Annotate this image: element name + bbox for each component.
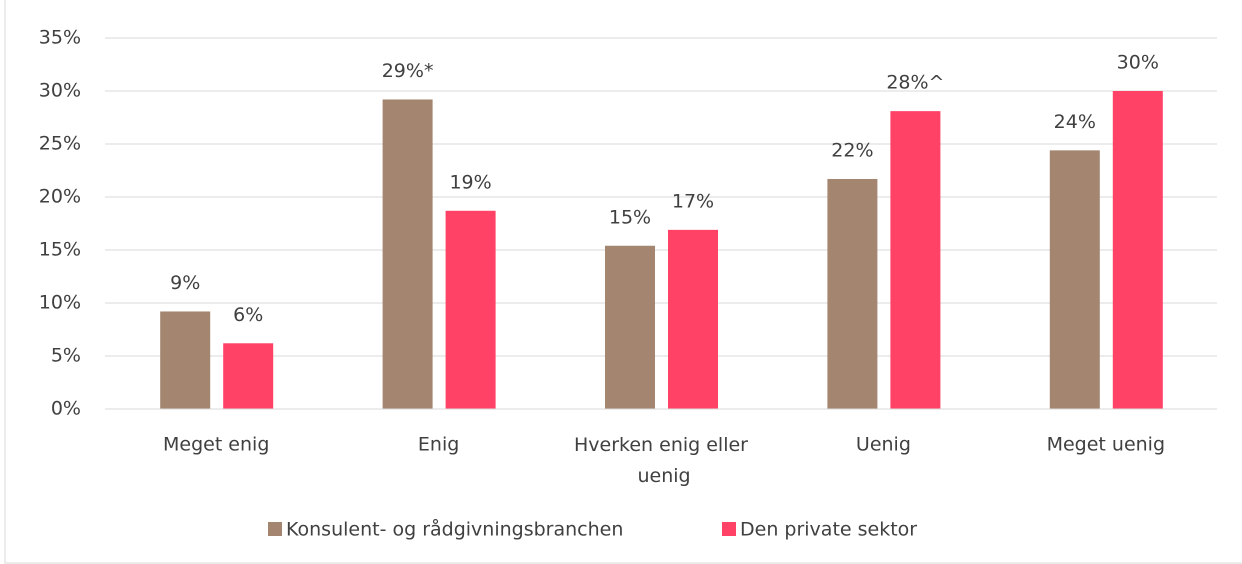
- value-label: 28%^: [886, 72, 944, 94]
- x-tick-label: Uenig: [856, 434, 911, 456]
- bar: [445, 210, 496, 409]
- bar: [605, 245, 655, 409]
- value-label: 29%*: [382, 60, 434, 82]
- legend-label: Konsulent- og rådgivningsbranchen: [286, 518, 623, 541]
- value-label: 30%: [1117, 52, 1159, 74]
- chart-border: [4, 0, 1242, 564]
- bar: [223, 343, 274, 409]
- y-tick-label: 25%: [39, 133, 81, 155]
- y-tick-label: 35%: [39, 27, 81, 49]
- x-tick-label: Meget enig: [163, 434, 269, 456]
- value-label: 19%: [449, 171, 491, 193]
- bar: [827, 178, 878, 409]
- value-label: 17%: [672, 190, 714, 212]
- y-tick-label: 20%: [39, 186, 81, 208]
- y-tick-label: 30%: [39, 80, 81, 102]
- bar: [890, 111, 941, 409]
- value-label: 6%: [233, 304, 263, 326]
- bar: [1049, 150, 1100, 410]
- bar: [1112, 91, 1163, 409]
- y-tick-label: 15%: [39, 239, 81, 261]
- bar: [160, 311, 211, 409]
- value-label: 9%: [170, 272, 200, 294]
- bar: [668, 229, 718, 409]
- legend-swatch: [722, 522, 736, 536]
- value-label: 22%: [831, 139, 873, 161]
- x-tick-label: Enig: [418, 434, 459, 456]
- y-tick-label: 10%: [39, 292, 81, 314]
- y-tick-label: 0%: [51, 398, 81, 420]
- value-label: 24%: [1054, 111, 1096, 133]
- y-tick-label: 5%: [51, 345, 81, 367]
- x-tick-label: Hverken enig eller uenig: [574, 434, 748, 487]
- x-tick-label: Meget uenig: [1047, 434, 1165, 456]
- value-label: 15%: [609, 206, 651, 228]
- legend-label: Den private sektor: [740, 519, 917, 541]
- bar: [382, 99, 433, 409]
- legend-swatch: [268, 522, 282, 536]
